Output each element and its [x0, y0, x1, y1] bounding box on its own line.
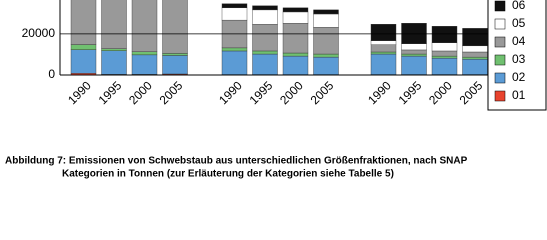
bar-segment — [401, 49, 427, 55]
bar-segment — [401, 43, 427, 51]
bar-segment — [221, 3, 248, 9]
bar-segment — [70, 0, 97, 45]
bar-segment — [313, 27, 339, 55]
bar-segment — [462, 56, 488, 60]
bar-segment — [431, 55, 458, 59]
bar-segment — [431, 50, 458, 57]
bar-segment — [462, 51, 488, 58]
chart: 01 02 03 04 05 06 Abbildung 7: Emissionen von… — [5, 0, 547, 180]
bar-segment — [431, 26, 458, 43]
legend-label: 01 — [512, 88, 526, 102]
bar-segment — [131, 51, 158, 56]
bar-segment — [101, 0, 127, 49]
x-tick-label: 1990 — [216, 78, 245, 107]
legend-label: 05 — [512, 16, 526, 30]
x-tick-label: 1995 — [247, 78, 276, 107]
bar-segment — [370, 44, 397, 53]
legend-swatch — [494, 36, 506, 48]
bar-segment — [101, 50, 127, 75]
x-tick-label: 2005 — [157, 78, 186, 107]
y-tick-label: 20000 — [22, 26, 56, 40]
bar-segment — [70, 44, 97, 50]
bar-segment — [282, 11, 309, 24]
legend-swatch — [494, 18, 506, 30]
legend-label: 06 — [512, 0, 526, 12]
bar-segment — [131, 54, 158, 75]
bar-segment — [462, 58, 488, 75]
bar-segment — [370, 24, 397, 41]
bar-segment — [282, 23, 309, 54]
bar-segment — [313, 53, 339, 58]
bar-segment — [401, 53, 427, 57]
bar-segment — [401, 55, 427, 75]
bar-segment — [282, 7, 309, 13]
bar-segment — [282, 52, 309, 57]
legend: 01 02 03 04 05 06 — [494, 0, 526, 102]
bar-segment — [252, 9, 278, 25]
bar-segment — [70, 49, 97, 74]
legend-label: 02 — [512, 70, 526, 84]
bar-segment — [162, 55, 188, 75]
caption-line: Abbildung 7: Emissionen von Schwebstaub … — [5, 156, 468, 167]
x-tick-label: 1990 — [365, 78, 394, 107]
x-tick-label: 1995 — [396, 78, 425, 107]
x-tick-label: 2005 — [308, 78, 337, 107]
caption-line: Kategorien in Tonnen (zur Erläuterung de… — [62, 169, 394, 180]
bar-segment — [313, 56, 339, 75]
bar-segment — [162, 53, 188, 56]
bar-segment — [101, 48, 127, 51]
bar-segment — [370, 51, 397, 55]
bar-segment — [221, 50, 248, 75]
x-tick-label: 2005 — [457, 78, 486, 107]
bar-segment — [282, 55, 309, 75]
x-tick-label: 1995 — [96, 78, 125, 107]
x-tick-label: 2000 — [277, 78, 306, 107]
bar-segment — [131, 0, 158, 52]
legend-swatch — [494, 90, 506, 102]
bar-segment — [221, 7, 248, 21]
bar-segment — [462, 45, 488, 53]
legend-label: 03 — [512, 52, 526, 66]
x-tick-label: 2000 — [426, 78, 455, 107]
bar-segment — [252, 53, 278, 75]
bar-segment — [370, 53, 397, 75]
y-tick-label: 0 — [48, 67, 55, 81]
bar-segment — [252, 50, 278, 55]
bar-segment — [370, 40, 397, 45]
bar-segment — [313, 13, 339, 28]
bar-segment — [401, 23, 427, 44]
plot-area — [70, 0, 488, 75]
legend-label: 04 — [512, 34, 526, 48]
bar-segment — [252, 5, 278, 11]
legend-swatch — [494, 72, 506, 84]
bar-segment — [162, 0, 188, 54]
x-tick-label: 1990 — [65, 78, 94, 107]
bar-segment — [252, 24, 278, 52]
legend-swatch — [494, 54, 506, 66]
bar-segment — [313, 9, 339, 15]
legend-swatch — [494, 0, 506, 12]
bar-segment — [431, 42, 458, 52]
x-tick-label: 2000 — [126, 78, 155, 107]
bar-segment — [221, 47, 248, 52]
bar-segment — [431, 57, 458, 75]
bar-segment — [462, 28, 488, 47]
